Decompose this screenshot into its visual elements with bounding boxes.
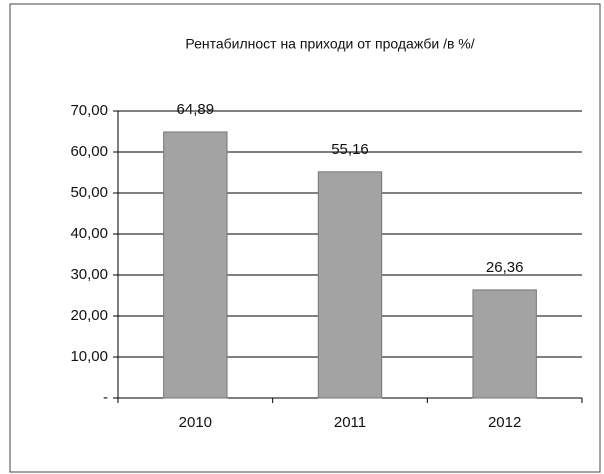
- bar: [472, 289, 537, 399]
- y-tick-label: 20,00: [70, 307, 108, 324]
- y-tick-label: 60,00: [70, 143, 108, 160]
- y-tick-label: 10,00: [70, 348, 108, 365]
- x-tick-label: 2010: [179, 414, 212, 431]
- y-tick-label: 30,00: [70, 266, 108, 283]
- chart-title: Рентабилност на приходи от продажби /в %…: [185, 36, 474, 52]
- data-label: 55,16: [331, 141, 369, 158]
- bar: [163, 131, 228, 399]
- data-label: 64,89: [177, 101, 215, 118]
- data-label: 26,36: [486, 259, 524, 276]
- y-tick-label: 40,00: [70, 225, 108, 242]
- x-tick-label: 2011: [334, 414, 366, 431]
- bar: [317, 171, 383, 399]
- y-tick-label: -: [103, 389, 108, 406]
- y-tick-label: 70,00: [70, 102, 108, 119]
- y-tick-label: 50,00: [70, 184, 108, 201]
- x-tick-label: 2012: [488, 414, 521, 431]
